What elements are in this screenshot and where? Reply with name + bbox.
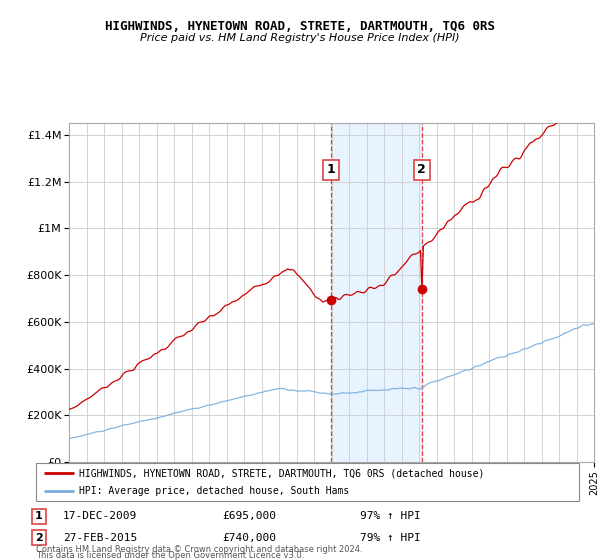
Text: 27-FEB-2015: 27-FEB-2015 <box>63 533 137 543</box>
Text: 17-DEC-2009: 17-DEC-2009 <box>63 511 137 521</box>
Text: £695,000: £695,000 <box>222 511 276 521</box>
Text: Contains HM Land Registry data © Crown copyright and database right 2024.: Contains HM Land Registry data © Crown c… <box>36 545 362 554</box>
Text: 79% ↑ HPI: 79% ↑ HPI <box>360 533 421 543</box>
FancyBboxPatch shape <box>36 463 579 501</box>
Text: 1: 1 <box>35 511 43 521</box>
Text: 1: 1 <box>326 164 335 176</box>
Text: HIGHWINDS, HYNETOWN ROAD, STRETE, DARTMOUTH, TQ6 0RS: HIGHWINDS, HYNETOWN ROAD, STRETE, DARTMO… <box>105 20 495 34</box>
Text: This data is licensed under the Open Government Licence v3.0.: This data is licensed under the Open Gov… <box>36 551 304 560</box>
Text: HIGHWINDS, HYNETOWN ROAD, STRETE, DARTMOUTH, TQ6 0RS (detached house): HIGHWINDS, HYNETOWN ROAD, STRETE, DARTMO… <box>79 468 485 478</box>
Text: Price paid vs. HM Land Registry's House Price Index (HPI): Price paid vs. HM Land Registry's House … <box>140 32 460 43</box>
Text: £740,000: £740,000 <box>222 533 276 543</box>
Text: HPI: Average price, detached house, South Hams: HPI: Average price, detached house, Sout… <box>79 486 350 496</box>
Text: 2: 2 <box>418 164 426 176</box>
Text: 97% ↑ HPI: 97% ↑ HPI <box>360 511 421 521</box>
Bar <box>331 123 422 462</box>
Text: 2: 2 <box>35 533 43 543</box>
